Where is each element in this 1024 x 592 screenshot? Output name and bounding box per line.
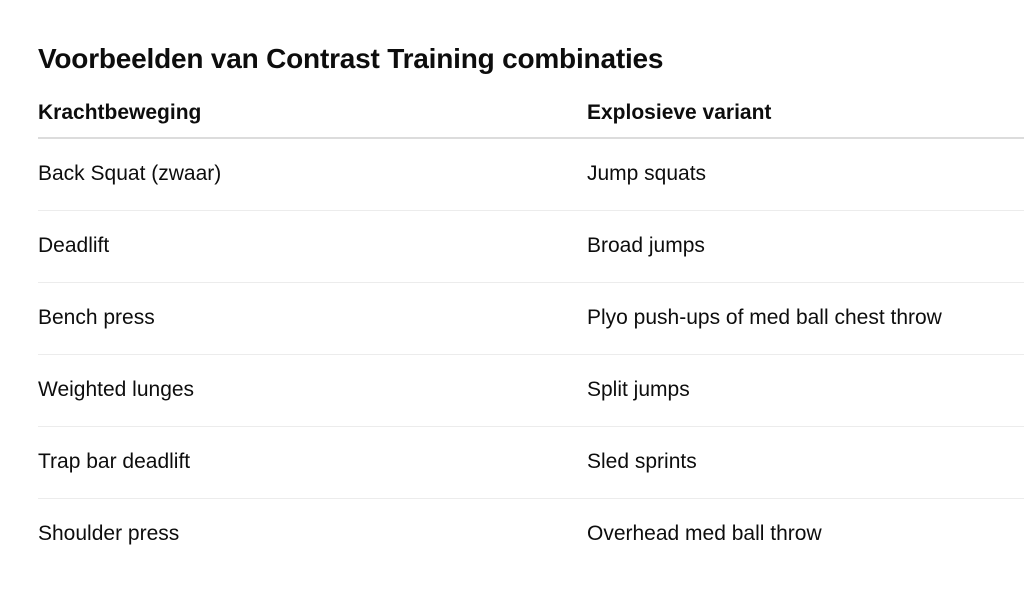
cell-krachtbeweging: Deadlift — [38, 209, 587, 282]
cell-explosieve-variant: Split jumps — [587, 353, 1024, 426]
column-header-krachtbeweging: Krachtbeweging — [38, 76, 587, 139]
table-row: Back Squat (zwaar) Jump squats — [38, 138, 1024, 210]
cell-explosieve-variant: Broad jumps — [587, 209, 1024, 282]
table-row: Weighted lunges Split jumps — [38, 353, 1024, 426]
contrast-training-table: Krachtbeweging Explosieve variant Back S… — [38, 76, 1024, 570]
table-row: Shoulder press Overhead med ball throw — [38, 497, 1024, 570]
cell-krachtbeweging: Bench press — [38, 281, 587, 354]
table-row: Trap bar deadlift Sled sprints — [38, 425, 1024, 498]
cell-explosieve-variant: Sled sprints — [587, 425, 1024, 498]
cell-explosieve-variant: Overhead med ball throw — [587, 497, 1024, 570]
cell-krachtbeweging: Weighted lunges — [38, 353, 587, 426]
table-row: Bench press Plyo push-ups of med ball ch… — [38, 281, 1024, 354]
table-header-row: Krachtbeweging Explosieve variant — [38, 76, 1024, 139]
cell-krachtbeweging: Back Squat (zwaar) — [38, 162, 222, 186]
page-title: Voorbeelden van Contrast Training combin… — [38, 43, 664, 74]
cell-krachtbeweging: Trap bar deadlift — [38, 425, 587, 498]
document: Voorbeelden van Contrast Training combin… — [38, 43, 1024, 570]
column-header-explosieve-variant: Explosieve variant — [587, 76, 1024, 139]
cell-explosieve-variant: Jump squats — [587, 162, 707, 186]
table-row: Deadlift Broad jumps — [38, 209, 1024, 282]
cell-krachtbeweging: Shoulder press — [38, 497, 587, 570]
cell-explosieve-variant: Plyo push-ups of med ball chest throw — [587, 281, 1024, 354]
